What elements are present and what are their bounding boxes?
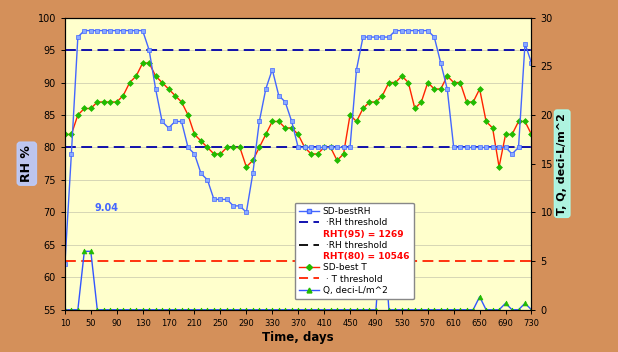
Text: 9.04: 9.04 <box>94 203 118 213</box>
Y-axis label: T, Q, deci-L/m^2: T, Q, deci-L/m^2 <box>557 113 567 215</box>
Y-axis label: RH %: RH % <box>20 145 33 182</box>
X-axis label: Time, days: Time, days <box>263 331 334 344</box>
Legend: SD-bestRH,  ·RH threshold, RHT(95) = 1269,  ·RH threshold, RHT(80) = 10546, SD-b: SD-bestRH, ·RH threshold, RHT(95) = 1269… <box>295 203 413 300</box>
